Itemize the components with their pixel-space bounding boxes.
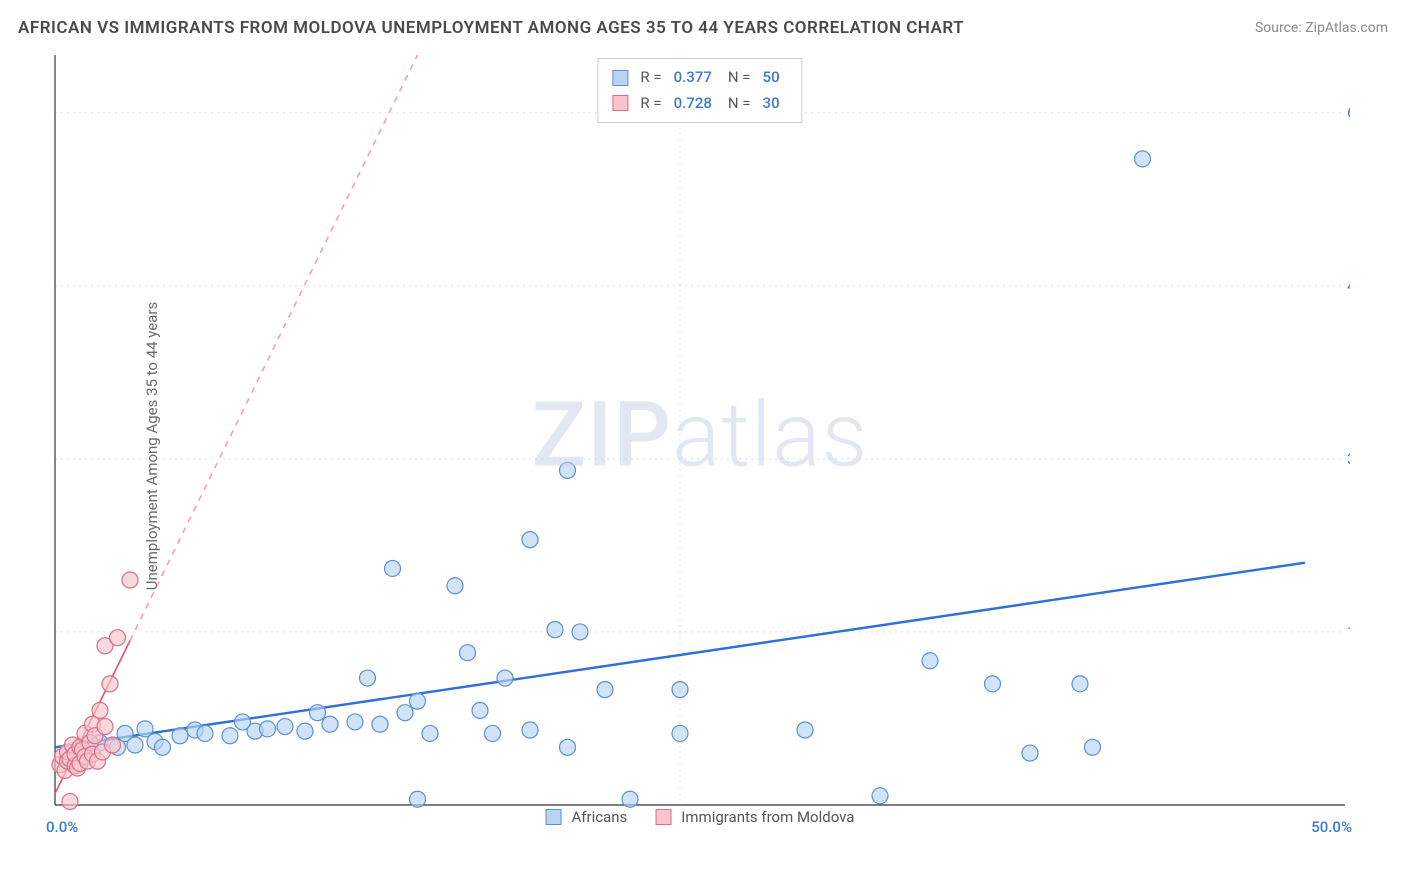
- legend-stats-row-moldova: R = 0.728 N = 30: [612, 91, 787, 117]
- chart-title: AFRICAN VS IMMIGRANTS FROM MOLDOVA UNEMP…: [18, 18, 964, 38]
- legend-item-africans: Africans: [546, 808, 628, 826]
- swatch-blue-bottom: [546, 809, 562, 825]
- legend-stats-row-africans: R = 0.377 N = 50: [612, 65, 787, 91]
- chart-header: AFRICAN VS IMMIGRANTS FROM MOLDOVA UNEMP…: [18, 18, 1388, 38]
- x-tick-max: 50.0%: [1311, 818, 1352, 836]
- svg-text:30.0%: 30.0%: [1347, 450, 1350, 468]
- x-tick-min: 0.0%: [46, 818, 78, 836]
- svg-text:15.0%: 15.0%: [1347, 623, 1350, 641]
- chart-area: ZIPatlas 15.0%30.0%45.0%60.0% R = 0.377 …: [50, 50, 1350, 830]
- chart-source: Source: ZipAtlas.com: [1255, 20, 1388, 36]
- legend-label-moldova: Immigrants from Moldova: [681, 808, 854, 826]
- legend-label-africans: Africans: [572, 808, 628, 826]
- legend-item-moldova: Immigrants from Moldova: [655, 808, 854, 826]
- n-value-africans: 50: [763, 65, 780, 91]
- swatch-blue: [612, 70, 628, 86]
- r-value-moldova: 0.728: [674, 91, 712, 117]
- svg-text:45.0%: 45.0%: [1347, 277, 1350, 295]
- scatter-plot-svg: 15.0% 30.0% 45.0% 60.0%: [50, 50, 1350, 830]
- swatch-pink: [612, 95, 628, 111]
- r-value-africans: 0.377: [674, 65, 712, 91]
- n-value-moldova: 30: [763, 91, 780, 117]
- legend-series: Africans Immigrants from Moldova: [546, 808, 855, 826]
- swatch-pink-bottom: [655, 809, 671, 825]
- legend-stats: R = 0.377 N = 50 R = 0.728 N = 30: [597, 58, 802, 123]
- svg-text:60.0%: 60.0%: [1347, 104, 1350, 122]
